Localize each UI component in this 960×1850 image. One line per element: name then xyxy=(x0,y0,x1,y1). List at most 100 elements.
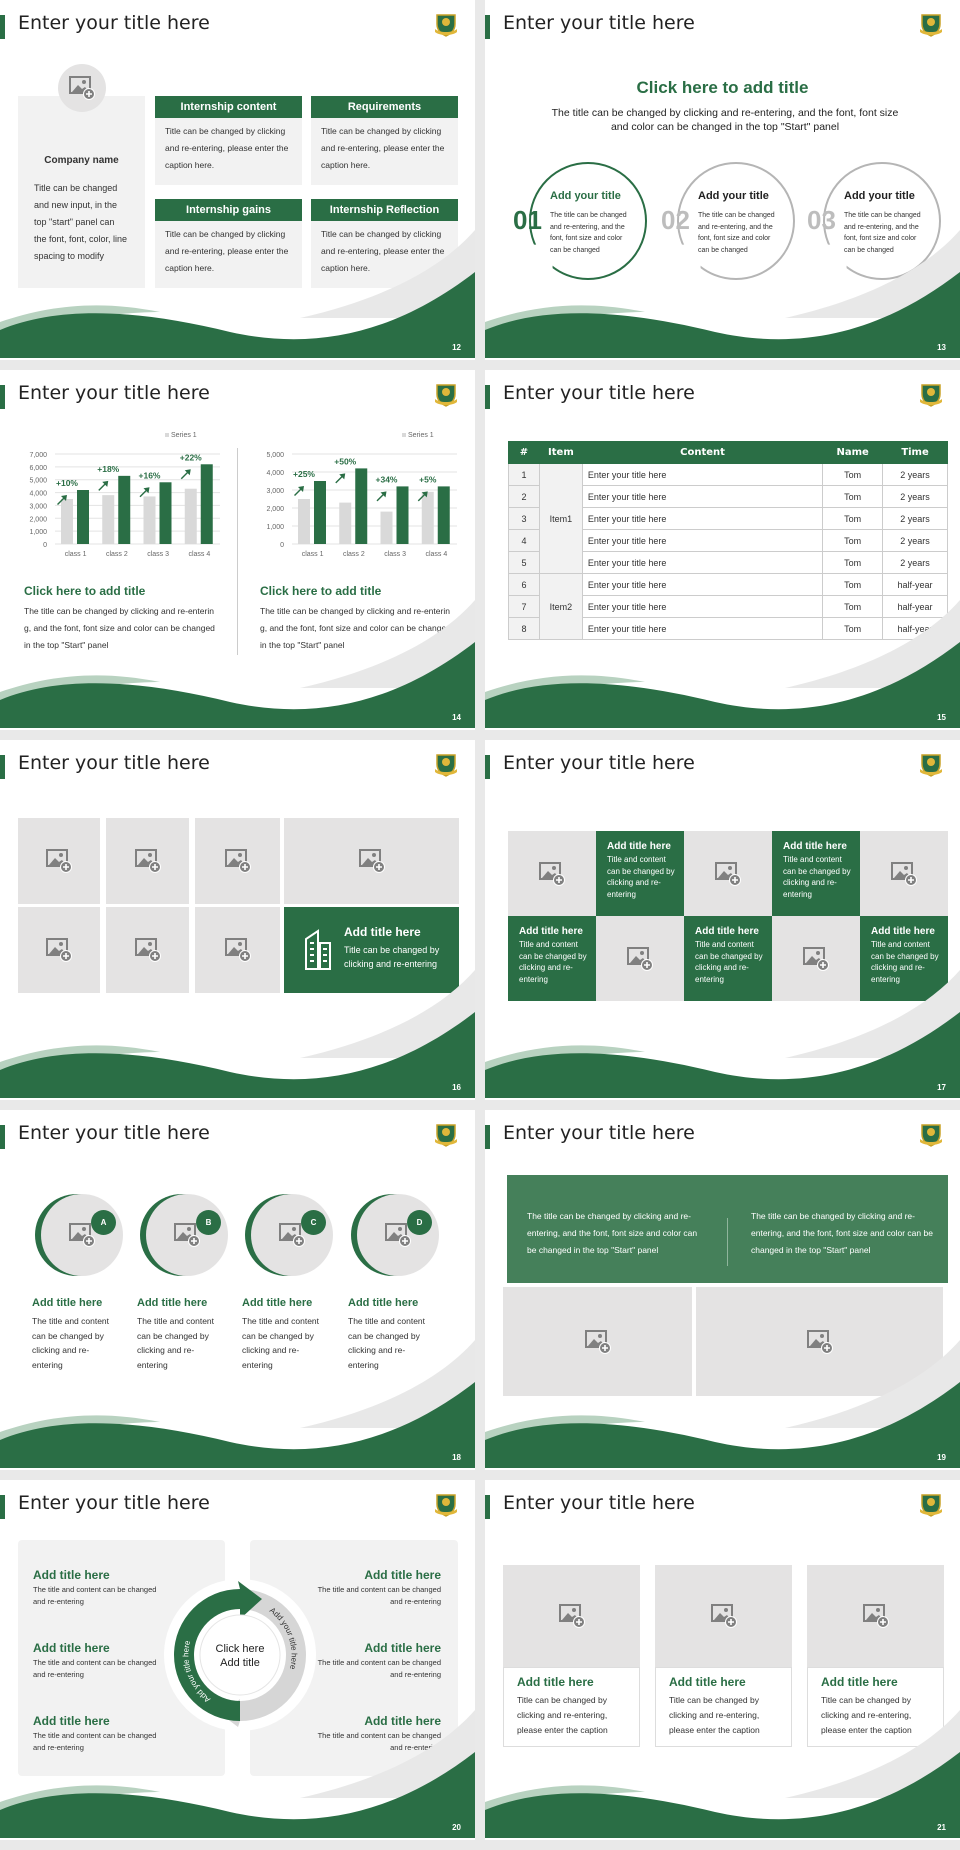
item-title: Add title here xyxy=(33,1714,110,1728)
slide-20[interactable]: Add your title here Add your title here … xyxy=(0,1480,475,1840)
slide-12[interactable]: Company name Title can be changed and ne… xyxy=(0,0,475,360)
slide-title[interactable]: Enter your title here xyxy=(503,752,695,774)
image-placeholder[interactable] xyxy=(596,916,684,1001)
item-title: Add title here xyxy=(33,1641,110,1655)
step-text: The title can be changed and re-entering… xyxy=(550,212,627,254)
slide-13[interactable]: Click here to add title The title can be… xyxy=(485,0,960,360)
time-cell: half-year xyxy=(882,595,948,618)
slide-16[interactable]: Add title here Title can be changed by c… xyxy=(0,740,475,1100)
image-placeholder[interactable] xyxy=(503,1287,692,1396)
image-add-icon xyxy=(891,861,917,886)
image-placeholder[interactable] xyxy=(357,1194,439,1276)
center-title[interactable]: Click here Add title xyxy=(215,1643,265,1669)
image-placeholder[interactable] xyxy=(503,1565,640,1667)
image-add-icon xyxy=(710,1604,737,1628)
image-placeholder[interactable] xyxy=(195,818,280,904)
card-text: Title can be changed by clicking and re-… xyxy=(821,1695,912,1735)
slide-title[interactable]: Enter your title here xyxy=(18,1122,210,1144)
slide-17[interactable]: Add title here Title and content can be c… xyxy=(485,740,960,1100)
column-header: # xyxy=(508,441,540,464)
company-image-placeholder[interactable] xyxy=(58,64,106,112)
bar xyxy=(77,490,89,544)
growth-label: +10% xyxy=(56,478,78,488)
image-placeholder[interactable] xyxy=(106,907,189,993)
image-add-icon xyxy=(69,76,95,100)
bar xyxy=(159,482,172,544)
slide-18[interactable]: A Add title here The title and content can… xyxy=(0,1110,475,1470)
slide-title[interactable]: Enter your title here xyxy=(503,12,695,34)
time-cell: half-year xyxy=(882,573,948,596)
growth-label: +25% xyxy=(293,469,315,479)
arrow-icon xyxy=(57,495,67,505)
content-cell: Enter your title here xyxy=(581,507,824,530)
title-accent-bar xyxy=(0,755,5,779)
slide-14[interactable]: 0 1,000 2,000 3,000 4,000 5,000 6,000 7,000 Seri… xyxy=(0,370,475,730)
y-tick-label: 1,000 xyxy=(29,529,47,536)
banner-text-left: The title can be changed by clicking and… xyxy=(527,1211,698,1255)
row-number: 8 xyxy=(508,617,540,640)
item-text: The title and content can be changed and… xyxy=(317,1585,441,1606)
title-accent-bar xyxy=(485,755,490,779)
content-cell: Enter your title here xyxy=(581,485,824,508)
image-placeholder[interactable] xyxy=(18,907,100,993)
slide-title[interactable]: Enter your title here xyxy=(18,1492,210,1514)
item-text: The title and content can be changed by … xyxy=(242,1316,320,1370)
info-box-title: Internship gains xyxy=(155,199,302,221)
legend-swatch xyxy=(402,433,406,437)
image-add-icon xyxy=(174,1223,200,1247)
image-placeholder[interactable] xyxy=(860,831,948,916)
image-placeholder[interactable] xyxy=(251,1194,333,1276)
slide-21[interactable]: Add title here Title can be changed by cl… xyxy=(485,1480,960,1840)
row-number: 3 xyxy=(508,507,540,530)
slide-title[interactable]: Enter your title here xyxy=(503,1122,695,1144)
arrow-icon xyxy=(335,473,346,484)
image-placeholder[interactable] xyxy=(18,818,100,904)
page-number: 19 xyxy=(937,1453,946,1462)
data-table: # Item Content Name Time 1 Item1 Enter your tit… xyxy=(508,441,948,640)
image-placeholder[interactable] xyxy=(772,916,860,1001)
x-tick-label: class 3 xyxy=(147,551,169,558)
slide-title[interactable]: Enter your title here xyxy=(503,1492,695,1514)
slide-title[interactable]: Enter your title here xyxy=(18,382,210,404)
panel-title: Click here to add title xyxy=(260,584,382,598)
table-row: 1 Item1 Enter your title here Tom 2 years xyxy=(508,463,948,574)
info-box: Internship gains Title can be changed by … xyxy=(155,199,302,288)
badge: C xyxy=(301,1210,326,1235)
image-placeholder[interactable] xyxy=(807,1565,944,1667)
tile-text: Title and content can be changed by clic… xyxy=(871,940,939,984)
time-cell: 2 years xyxy=(882,551,948,574)
image-placeholder[interactable] xyxy=(195,907,280,993)
feature-title: Add title here xyxy=(344,925,421,939)
legend-swatch xyxy=(165,433,169,437)
table-header: # Item Content Name Time xyxy=(508,441,948,464)
title-accent-bar xyxy=(0,1495,5,1519)
image-add-icon xyxy=(134,938,161,962)
x-tick-label: class 2 xyxy=(343,551,365,558)
slide-15[interactable]: # Item Content Name Time 1 Item1 Enter your tit… xyxy=(485,370,960,730)
item-title: Add title here xyxy=(242,1297,313,1309)
image-placeholder[interactable] xyxy=(106,818,189,904)
image-placeholder[interactable] xyxy=(508,831,596,916)
slide-title[interactable]: Enter your title here xyxy=(18,752,210,774)
image-placeholder[interactable] xyxy=(146,1194,228,1276)
group-cell: Item2 xyxy=(538,573,583,640)
slide-title[interactable]: Enter your title here xyxy=(503,382,695,404)
slide-19[interactable]: The title can be changed by clicking and… xyxy=(485,1110,960,1470)
title-accent-bar xyxy=(485,1125,490,1149)
y-tick-label: 4,000 xyxy=(266,470,284,477)
tile-title: Add title here xyxy=(695,926,759,937)
slide-title[interactable]: Enter your title here xyxy=(18,12,210,34)
step-title: Add your title xyxy=(698,190,769,202)
image-placeholder[interactable] xyxy=(655,1565,792,1667)
image-placeholder[interactable] xyxy=(684,831,772,916)
feature-tile: Add title here Title can be changed by c… xyxy=(284,907,459,993)
image-add-icon xyxy=(558,1604,585,1628)
image-placeholder[interactable] xyxy=(696,1287,943,1396)
image-placeholder[interactable] xyxy=(284,818,459,904)
content-cell: Enter your title here xyxy=(581,617,824,640)
image-add-icon xyxy=(69,1223,95,1247)
name-cell: Tom xyxy=(822,551,884,574)
card-text: Title can be changed by clicking and re-… xyxy=(517,1695,608,1735)
tile-text: Title and content can be changed by clic… xyxy=(783,855,851,899)
image-placeholder[interactable] xyxy=(41,1194,123,1276)
